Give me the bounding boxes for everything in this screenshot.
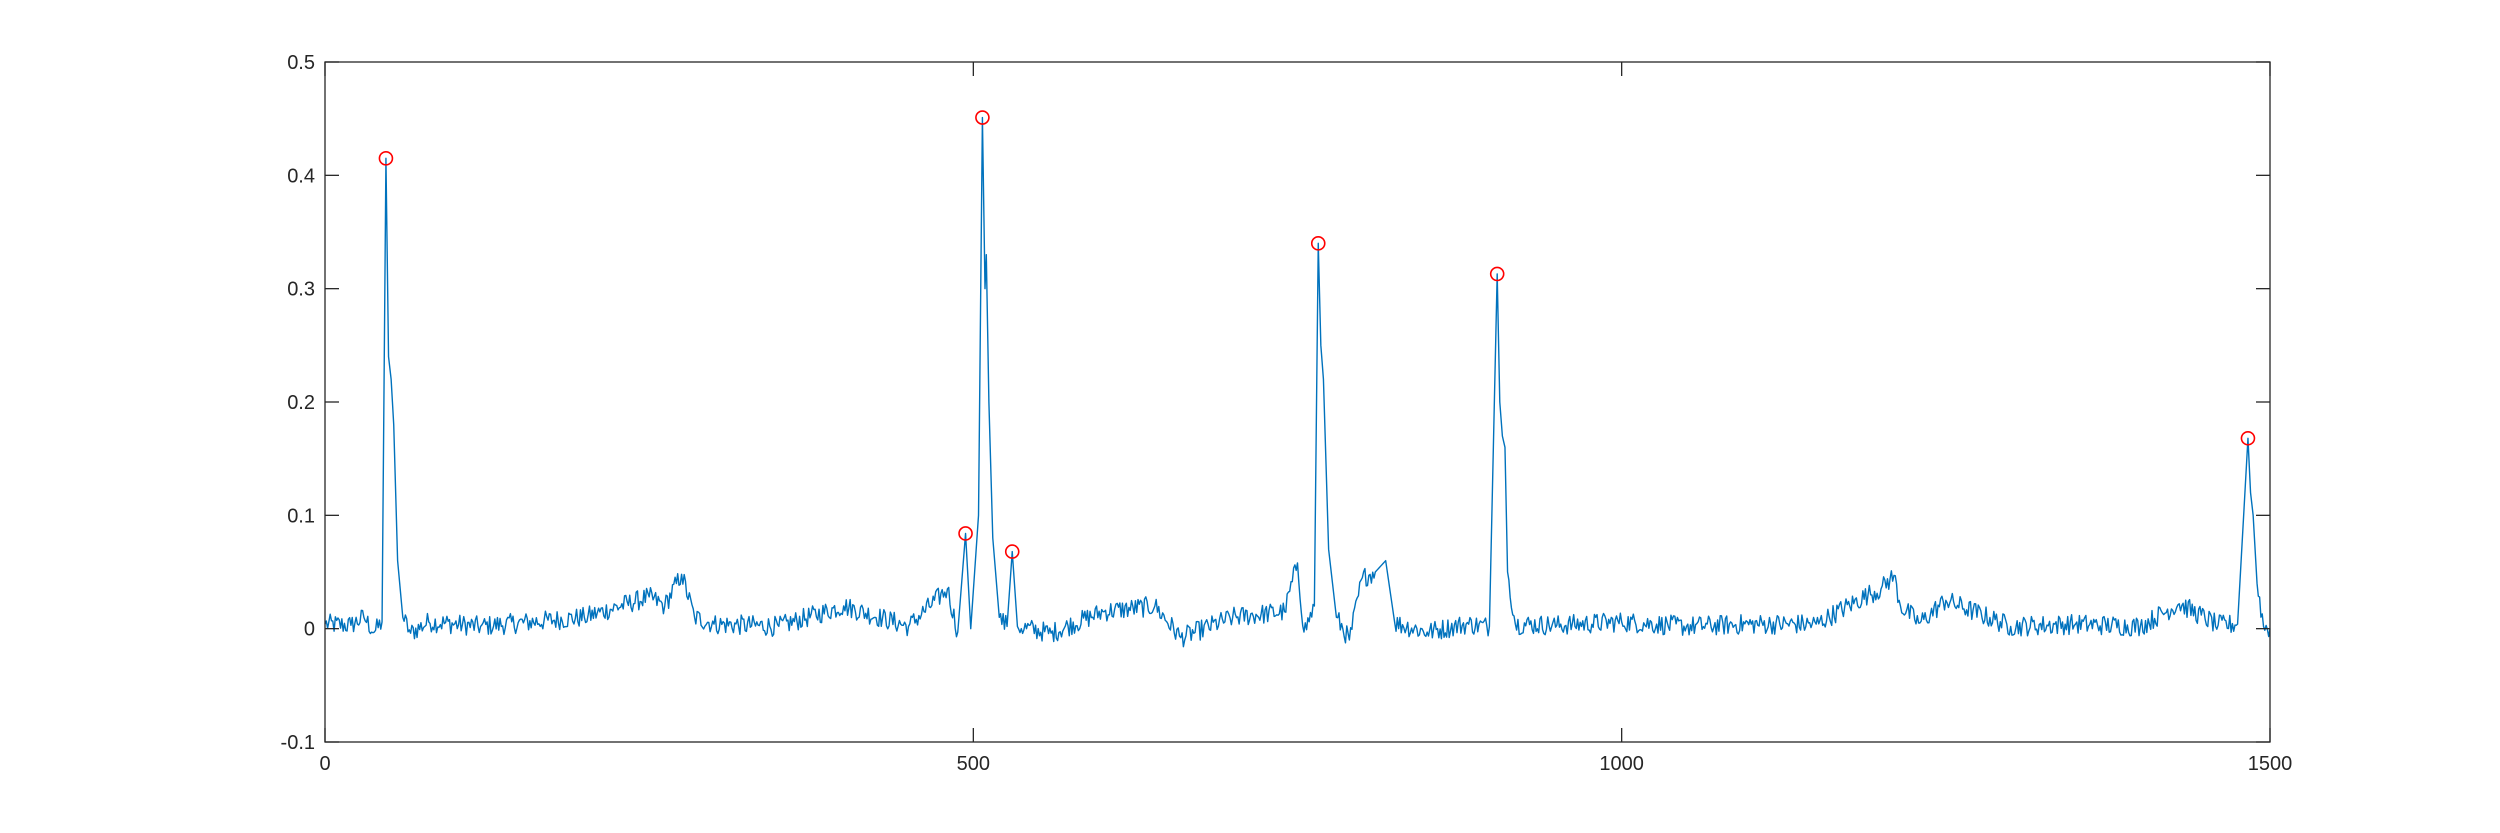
x-tick-label: 0 [319,753,330,775]
peak-marker-1 [378,151,394,166]
peak-marker-4 [1004,544,1020,559]
y-tick-label: 0.3 [287,279,315,301]
x-axis-ticks: 0 500 1000 1500 [319,62,2292,775]
x-tick-label: 500 [957,753,990,775]
y-tick-label: 0.1 [287,505,315,527]
peak-marker-3 [975,110,990,125]
x-tick-label: 1500 [2248,753,2293,775]
peak-marker-2 [958,526,973,541]
signal-layer [324,116,2271,648]
peak-markers [378,110,2256,559]
x-tick-label: 1000 [1599,753,1644,775]
y-tick-label: -0.1 [281,732,315,754]
peak-marker-7 [2240,430,2256,446]
peak-marker-6 [1489,266,1505,282]
plot-background [325,62,2270,742]
peak-marker-5 [1310,236,1326,251]
y-axis-ticks: -0.1 0 0.1 0.2 0.3 0.4 0.5 [281,52,2270,754]
y-tick-label: 0.4 [287,165,315,187]
signal-line [324,116,2271,648]
y-tick-label: 0 [304,619,315,641]
y-tick-label: 0.5 [287,52,315,74]
y-tick-label: 0.2 [287,392,315,414]
